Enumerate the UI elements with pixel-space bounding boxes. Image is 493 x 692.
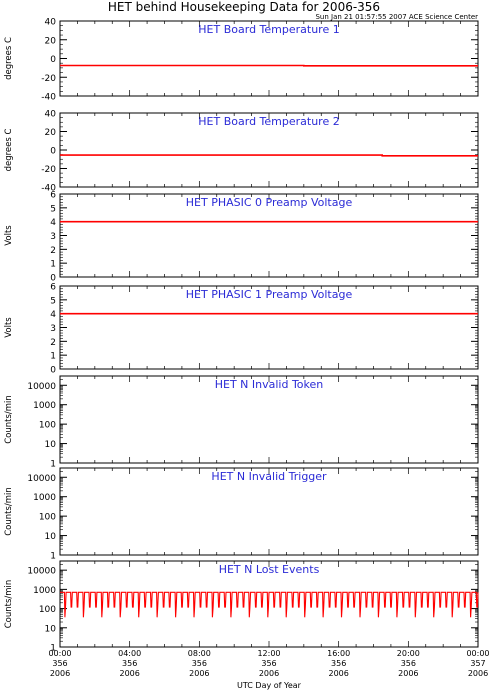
x-tick-label-line: 2006 <box>189 669 209 678</box>
panel-title: HET Board Temperature 2 <box>198 115 339 128</box>
y-axis-label: Volts <box>4 317 14 338</box>
panel-title: HET PHASIC 1 Preamp Voltage <box>186 288 353 301</box>
y-tick-label: -40 <box>41 184 56 194</box>
y-axis-label: Counts/min <box>4 580 14 629</box>
x-tick-label-line: 356 <box>52 659 67 668</box>
y-tick-label: 6 <box>50 191 56 201</box>
y-tick-label: 0 <box>50 366 56 376</box>
y-tick-label: 1000 <box>33 586 56 596</box>
y-tick-label: 20 <box>45 128 57 138</box>
x-tick-label-line: 2006 <box>468 669 488 678</box>
y-tick-label: 0 <box>50 274 56 284</box>
panel-title: HET N Invalid Token <box>215 378 324 391</box>
y-axis-label: degrees C <box>4 129 14 172</box>
panel-6: 1 10 100 1000 10000 HET N Invalid Trigger Coun… <box>4 467 479 562</box>
y-tick-label: -20 <box>41 165 56 175</box>
y-tick-label: 10000 <box>27 567 56 577</box>
timestamp: Sun Jan 21 01:57:55 2007 ACE Science Cen… <box>315 13 478 21</box>
y-tick-label: 100 <box>39 513 56 523</box>
y-axis-label: degrees C <box>4 37 14 80</box>
x-tick-label-line: 356 <box>122 659 137 668</box>
panel-title: HET N Lost Events <box>219 563 320 576</box>
y-tick-label: 20 <box>45 36 57 46</box>
panel-3: 0 1 2 3 4 5 6 HET PHASIC 0 Preamp Voltage Volts <box>4 191 479 284</box>
panel-1: 40 20 0 -20 -40 HET Board Temperature 1 degree… <box>4 18 479 103</box>
panel-7: 1 10 100 1000 10000 HET N Lost Events Counts/m… <box>4 560 479 654</box>
y-tick-label: 1 <box>50 352 56 362</box>
x-tick-label-line: 2006 <box>50 669 70 678</box>
y-tick-label: 3 <box>50 324 56 334</box>
panel-4: 0 1 2 3 4 5 6 HET PHASIC 1 Preamp Voltage Volts <box>4 283 479 376</box>
y-tick-label: 0 <box>50 147 56 157</box>
x-tick-label-line: 20:00 <box>397 649 420 658</box>
y-axis-label: Counts/min <box>4 395 14 444</box>
panel-5: 1 10 100 1000 10000 HET N Invalid Token Counts… <box>4 375 479 470</box>
x-tick-label-line: 16:00 <box>327 649 350 658</box>
x-axis-label: UTC Day of Year <box>237 681 302 690</box>
x-tick-label-line: 2006 <box>119 669 139 678</box>
y-tick-label: 100 <box>39 421 56 431</box>
series-line <box>60 591 479 618</box>
chart-title: HET behind Housekeeping Data for 2006-35… <box>108 0 380 14</box>
y-tick-label: -40 <box>41 93 56 103</box>
x-tick-label-line: 08:00 <box>188 649 211 658</box>
x-axis: 00:00356200604:00356200608:00356200612:0… <box>48 649 489 678</box>
x-tick-label-line: 00:00 <box>466 649 489 658</box>
panel-2: 40 20 0 -20 -40 HET Board Temperature 2 degree… <box>4 110 479 194</box>
x-tick-label-line: 00:00 <box>48 649 71 658</box>
x-tick-label-line: 356 <box>401 659 416 668</box>
x-tick-label-line: 12:00 <box>257 649 280 658</box>
y-tick-label: -20 <box>41 74 56 84</box>
y-tick-label: 1000 <box>33 493 56 503</box>
y-tick-label: 5 <box>50 296 56 306</box>
y-tick-label: 1 <box>50 460 56 470</box>
y-tick-label: 1 <box>50 644 56 654</box>
y-tick-label: 10 <box>45 440 57 450</box>
y-tick-label: 1 <box>50 552 56 562</box>
y-axis-label: Volts <box>4 225 14 246</box>
y-tick-label: 4 <box>50 310 56 320</box>
y-tick-label: 4 <box>50 218 56 228</box>
panel-title: HET PHASIC 0 Preamp Voltage <box>186 196 353 209</box>
y-tick-label: 10 <box>45 532 57 542</box>
y-tick-label: 40 <box>45 110 57 120</box>
y-tick-label: 1000 <box>33 401 56 411</box>
y-tick-label: 100 <box>39 605 56 615</box>
y-tick-label: 3 <box>50 232 56 242</box>
x-tick-label-line: 356 <box>331 659 346 668</box>
x-tick-label-line: 2006 <box>259 669 279 678</box>
panel-title: HET N Invalid Trigger <box>211 470 327 483</box>
y-tick-label: 10000 <box>27 474 56 484</box>
series-line <box>60 154 478 157</box>
x-tick-label-line: 04:00 <box>118 649 141 658</box>
y-tick-label: 5 <box>50 204 56 214</box>
y-tick-label: 6 <box>50 283 56 293</box>
x-tick-label-line: 356 <box>192 659 207 668</box>
y-tick-label: 2 <box>50 338 56 348</box>
y-tick-label: 0 <box>50 55 56 65</box>
y-tick-label: 2 <box>50 246 56 256</box>
x-tick-label-line: 2006 <box>328 669 348 678</box>
panel-title: HET Board Temperature 1 <box>198 23 339 36</box>
x-tick-label-line: 357 <box>470 659 485 668</box>
x-tick-label-line: 356 <box>261 659 276 668</box>
y-tick-label: 10000 <box>27 382 56 392</box>
y-tick-label: 10 <box>45 624 57 634</box>
y-tick-label: 1 <box>50 260 56 270</box>
x-tick-label-line: 2006 <box>398 669 418 678</box>
y-axis-label: Counts/min <box>4 487 14 536</box>
y-tick-label: 40 <box>45 18 57 28</box>
